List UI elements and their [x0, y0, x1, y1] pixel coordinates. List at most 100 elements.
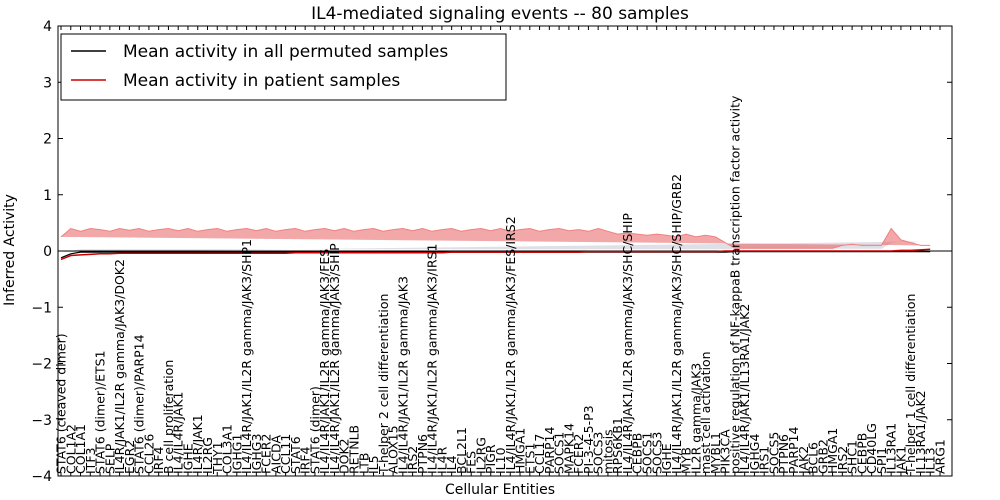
category-label: CCL26 — [141, 434, 156, 474]
category-label: CCL17 — [532, 434, 547, 474]
category-label: T-helper 1 cell differentiation — [903, 294, 918, 475]
y-tick-label: 4 — [43, 19, 52, 35]
y-tick-label: 0 — [43, 244, 52, 260]
category-label: ETS1 — [522, 443, 537, 474]
category-label: positive regulation of NF-kappaB transcr… — [727, 95, 742, 474]
category-label: STAT6 (cleaved dimer) — [54, 333, 69, 474]
legend-label: Mean activity in patient samples — [123, 71, 400, 91]
category-label: FES — [464, 451, 479, 474]
category-label: JAK2 — [796, 446, 811, 475]
category-label: PARP14 — [786, 427, 801, 474]
category-label: IL2RG — [200, 437, 215, 474]
category-label: THY1 — [210, 441, 225, 475]
category-label: IL4/IL4R/JAK1/IL2R gamma/JAK3/SHP1 — [239, 239, 254, 474]
category-label: IL2RG — [473, 437, 488, 474]
y-tick-label: −4 — [31, 469, 52, 485]
category-label: IRF4 — [298, 446, 313, 474]
legend-box — [60, 33, 507, 101]
category-label: RETNLB — [347, 425, 362, 474]
category-label: IL13RA1 — [884, 423, 899, 474]
category-label: IGHG1 — [229, 434, 244, 474]
category-label: IL2R gamma/JAK3 — [688, 363, 703, 474]
category-label: IL4/IL4R/JAK1/IL13RA1/JAK2 — [737, 304, 752, 474]
category-label: IL4/IL4R/JAK1/IL2R gamma/JAK3/SHC/SHIP/G… — [669, 174, 684, 474]
category-label: PIK3CA — [718, 429, 733, 474]
category-label: SOCS1 — [640, 432, 655, 474]
category-label: IL4/IL4R/JAK1/IL2R gamma/JAK3/FES/IRS2 — [503, 216, 518, 474]
category-label: IL13 — [923, 447, 938, 474]
category-label: CD40LG — [864, 423, 879, 474]
category-label: PI-3-4-5-P3 — [581, 405, 596, 474]
y-tick-label: 3 — [43, 75, 52, 91]
category-label: IL4/IL4R/JAK1/IL2R gamma/JAK3/SHC/SHIP — [620, 213, 635, 474]
category-label: PTPN6 — [776, 434, 791, 474]
y-tick-label: −1 — [31, 300, 52, 316]
category-label: COL1A2 — [63, 424, 78, 474]
category-label: RPS6KB1 — [610, 417, 625, 474]
category-label: STAT6 — [288, 436, 303, 474]
y-tick-label: 1 — [43, 188, 52, 204]
axis-ticks: −4 −3 −2 −1 0 1 2 3 4 — [31, 19, 952, 485]
category-label: IL10 — [493, 447, 508, 474]
category-label: STAT6 (dimer)/PARP14 — [132, 334, 147, 474]
category-label: IRF4 — [151, 446, 166, 474]
category-label: CCL11 — [278, 434, 293, 474]
category-label: IL5 — [366, 455, 381, 474]
category-label: SOCS5 — [766, 432, 781, 474]
category-label: SHC1 — [845, 440, 860, 474]
category-label: FCER2 — [571, 434, 586, 474]
category-label: MYBL1 — [708, 432, 723, 474]
category-label: IL4/IL4R/JAK1 — [171, 392, 186, 474]
category-labels: STAT6 (cleaved dimer)COL1A2COL1A1ITF3STA… — [54, 95, 948, 475]
category-label: COL3A1 — [220, 424, 235, 474]
category-label: STAT6 (dimer)/ETS1 — [93, 350, 108, 474]
category-label: PIGR — [483, 444, 498, 474]
category-label: BCL6 — [806, 442, 821, 474]
category-label: IRS2 — [835, 446, 850, 474]
y-tick-label: −2 — [31, 357, 52, 373]
category-label: STAT6 (dimer) — [307, 386, 322, 474]
category-label: GRB2 — [815, 439, 830, 474]
y-tick-label: −3 — [31, 413, 52, 429]
category-label: IL4R — [434, 446, 449, 474]
x-axis-label: Cellular Entities — [445, 482, 555, 498]
category-label: ITF3 — [83, 448, 98, 474]
category-label: EGR2 — [122, 440, 137, 474]
category-label: mitosis — [600, 429, 615, 474]
category-label: IRS1 — [757, 446, 772, 474]
category-label: DOK2 — [337, 438, 352, 474]
y-axis-label: Inferred Activity — [2, 194, 18, 306]
category-label: CEBPB — [630, 433, 645, 474]
category-label: IGHE — [659, 443, 674, 474]
category-label: FCER2 — [259, 434, 274, 474]
category-label: CEBPB — [854, 433, 869, 474]
y-tick-label: 2 — [43, 132, 52, 148]
legend-label: Mean activity in all permuted samples — [123, 42, 448, 62]
confidence-bands — [60, 227, 931, 253]
category-label: IRS2 — [405, 446, 420, 474]
plot-frame — [57, 25, 953, 477]
category-label: ARG1 — [933, 439, 948, 474]
category-label: MAPK14 — [561, 423, 576, 474]
category-label: COL1A1 — [73, 424, 88, 474]
category-label: HMGA1 — [513, 428, 528, 474]
category-label: IL4/IL4R/JAK1/IL2R gamma/JAK3/FES — [317, 249, 332, 474]
category-label: IL4R/JAK1/IL2R gamma/JAK3/DOK2 — [112, 259, 127, 474]
category-label: IGHG4 — [747, 434, 762, 474]
legend: Mean activity in all permuted samples Mea… — [60, 33, 507, 101]
category-label: IGHE — [180, 443, 195, 474]
category-label: ALOX15 — [386, 425, 401, 474]
series-lines — [58, 248, 952, 261]
category-label: JAK1 — [893, 446, 908, 475]
category-label: mast cell activation — [698, 351, 713, 474]
category-label: T-helper 2 cell differentiation — [376, 294, 391, 475]
category-label: SELP — [102, 443, 117, 474]
category-label: SOCS3 — [649, 432, 664, 474]
patient-mean-line — [60, 248, 931, 261]
category-label: HMGA1 — [825, 428, 840, 474]
category-label: IL4/IL4R/JAK1/IL2R gamma/JAK3/SHIP — [327, 243, 342, 474]
category-label: IL4R/JAK1 — [190, 414, 205, 474]
category-label: BCL2L1 — [454, 427, 469, 474]
category-label: IL4 — [444, 455, 459, 474]
